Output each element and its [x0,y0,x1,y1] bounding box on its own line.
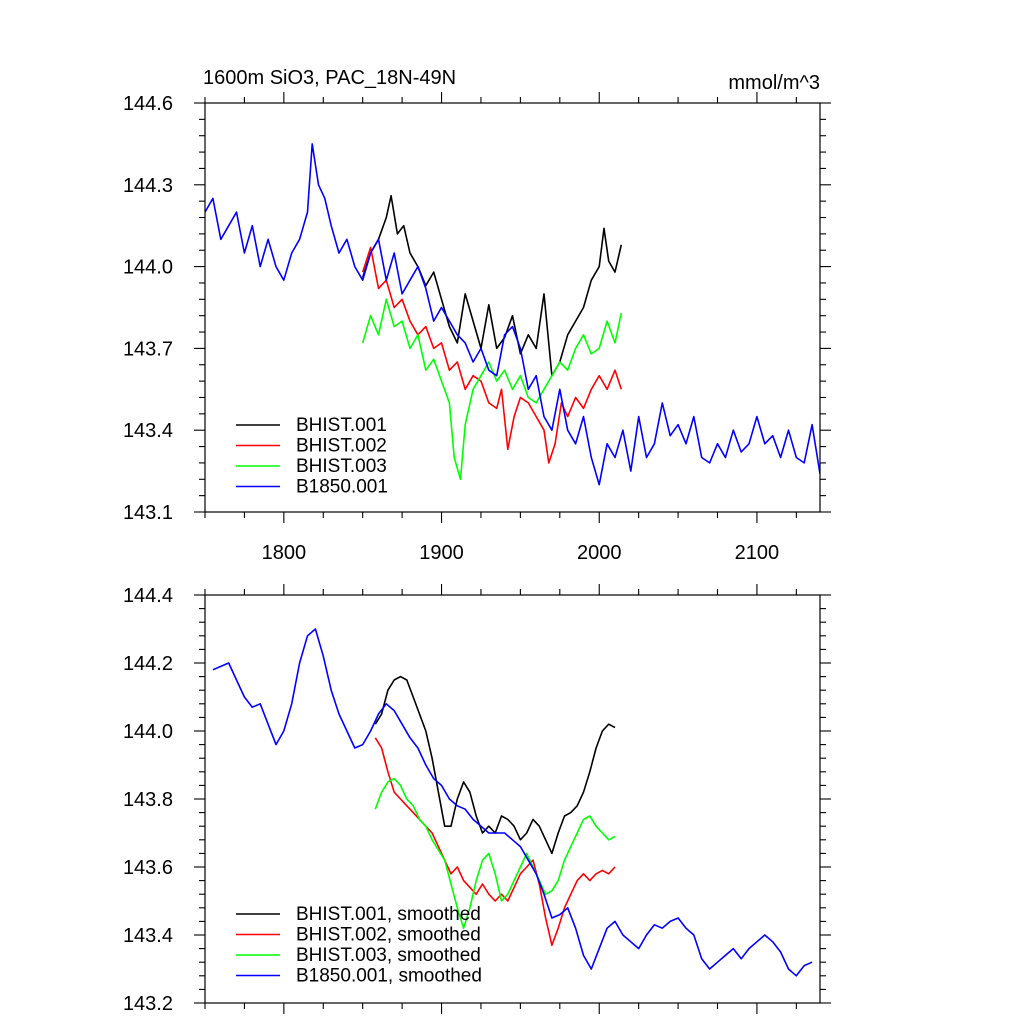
legend-label-1-1: BHIST.002, smoothed [296,925,481,946]
legend-label-0-2: BHIST.003 [296,456,387,477]
top-panel: 143.1 143.4 143.7 144.0 144.3 144.6 1800 1900 20… [123,92,831,564]
ytick-label-1: 143.2 [123,993,173,1015]
xtick-label-0: 1800 [262,542,307,564]
series-line-0-3 [205,143,820,486]
ytick-label-1: 144.4 [123,585,173,607]
series-line-1-0 [374,675,616,855]
figure-title: 1600m SiO3, PAC_18N-49N [203,67,456,89]
ytick-label-0: 143.1 [123,502,173,524]
ytick-label-1: 143.6 [123,857,173,879]
bottom-panel: 143.2 143.4 143.6 143.8 144.0 144.2 144.4 BHIST… [123,584,831,1015]
series-line-0-2 [361,298,623,481]
ytick-label-1: 143.4 [123,925,173,947]
series-line-1-1 [374,737,616,947]
ytick-label-1: 144.0 [123,721,173,743]
ytick-label-0: 144.0 [123,257,173,279]
legend-label-0-0: BHIST.001 [296,415,387,436]
ytick-label-1: 143.8 [123,789,173,811]
legend-label-0-3: B1850.001 [296,477,388,498]
series-line-1-3 [212,628,813,977]
legend-label-1-3: B1850.001, smoothed [296,966,482,987]
units-label: mmol/m^3 [728,72,820,94]
legend-label-0-1: BHIST.002 [296,436,387,457]
plot-frame-0 [204,102,821,513]
legend-label-1-0: BHIST.001, smoothed [296,904,481,925]
xtick-label-0: 2100 [735,542,780,564]
series-line-0-1 [361,246,623,464]
ytick-label-1: 144.2 [123,653,173,675]
ytick-label-0: 144.3 [123,175,173,197]
series-line-0-0 [361,194,623,377]
xtick-label-0: 2000 [577,542,622,564]
xtick-label-0: 1900 [419,542,464,564]
ytick-label-0: 143.7 [123,338,173,360]
ytick-label-0: 144.6 [123,93,173,115]
series-line-1-2 [374,777,616,930]
ytick-label-0: 143.4 [123,420,173,442]
legend-label-1-2: BHIST.003, smoothed [296,945,481,966]
